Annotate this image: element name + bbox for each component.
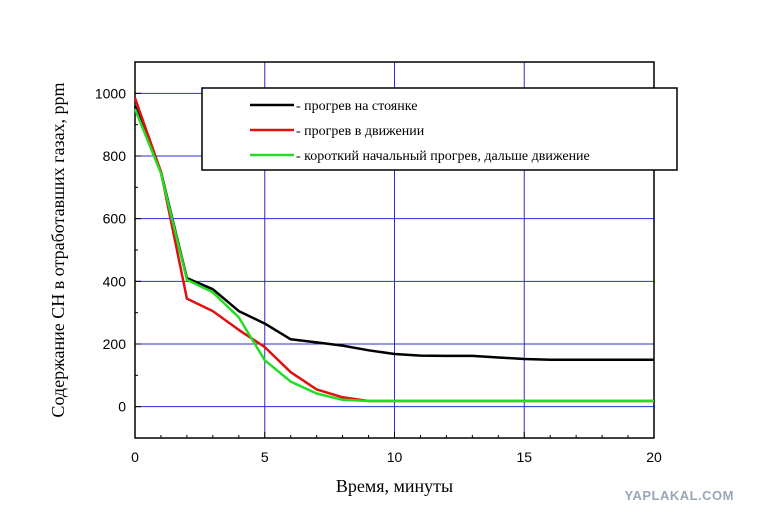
y-tick-label: 0 [118, 399, 126, 415]
legend-label-3: - короткий начальный прогрев, дальше дви… [296, 149, 590, 164]
series-line-1 [133, 105, 654, 361]
y-tick-label: 600 [103, 211, 127, 227]
series-line-3 [133, 108, 654, 403]
series-lines [133, 97, 654, 403]
legend-label-1: - прогрев на стоянке [296, 99, 417, 114]
x-axis-title: Время, минуты [336, 476, 453, 496]
y-tick-label: 1000 [95, 85, 126, 101]
x-tick-label: 15 [516, 449, 532, 465]
y-axis-title: Содержание CH в отработавших газах, ppm [48, 82, 68, 417]
x-tick-label: 20 [646, 449, 662, 465]
legend-label-2: - прогрев в движении [296, 124, 425, 139]
y-tick-label: 800 [103, 148, 127, 164]
x-tick-label: 5 [261, 449, 269, 465]
y-tick-label: 200 [103, 336, 127, 352]
watermark: YAPLAKAL.COM [624, 488, 734, 503]
y-tick-label: 400 [103, 273, 127, 289]
x-tick-label: 10 [387, 449, 403, 465]
x-tick-label: 0 [131, 449, 139, 465]
legend: - прогрев на стоянке - прогрев в движении… [201, 87, 678, 171]
